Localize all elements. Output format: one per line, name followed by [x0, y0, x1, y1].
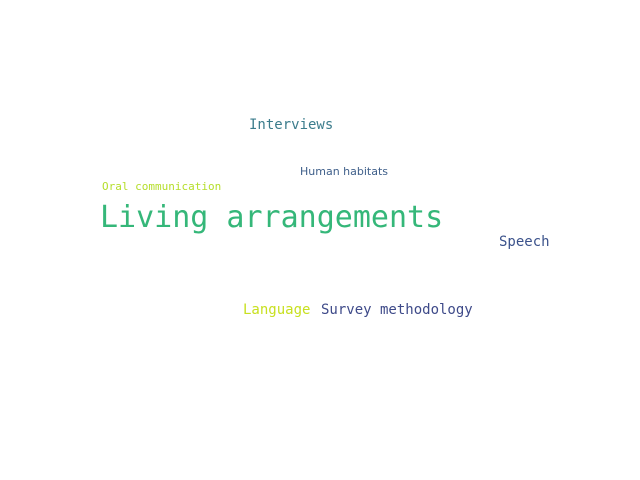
- word-living-arrangements: Living arrangements: [100, 200, 444, 235]
- word-survey-methodology: Survey methodology: [321, 302, 473, 318]
- word-interviews: Interviews: [249, 117, 334, 133]
- word-human-habitats: Human habitats: [300, 165, 389, 178]
- word-speech: Speech: [499, 234, 550, 250]
- word-oral-communication: Oral communication: [102, 180, 222, 193]
- word-language: Language: [243, 302, 311, 318]
